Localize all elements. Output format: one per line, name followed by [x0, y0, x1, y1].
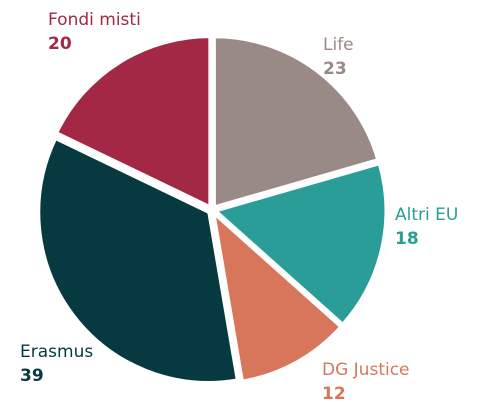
pie-slice — [37, 136, 240, 384]
slice-label: DG Justice — [322, 360, 410, 380]
slice-value: 39 — [20, 366, 44, 386]
pie-slice — [212, 35, 380, 209]
slice-value: 20 — [48, 34, 72, 54]
slice-value: 12 — [322, 384, 346, 402]
slice-label: Life — [323, 35, 354, 55]
pie-slice — [54, 35, 212, 210]
pie-slice — [212, 161, 388, 327]
slice-label: Altri EU — [395, 205, 458, 225]
slice-label: Fondi misti — [48, 10, 141, 30]
slice-value: 23 — [323, 59, 347, 79]
slice-label: Erasmus — [20, 342, 93, 362]
pie-slice — [211, 209, 343, 383]
slice-value: 18 — [395, 229, 419, 249]
